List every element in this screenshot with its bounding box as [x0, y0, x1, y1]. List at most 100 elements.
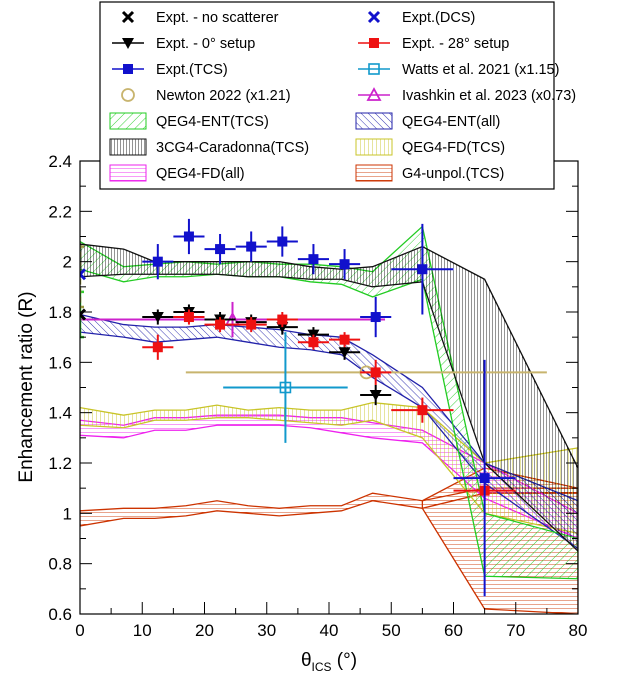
series-dcs	[80, 245, 87, 309]
marker-x-stroke	[80, 308, 87, 317]
legend-swatch	[109, 138, 147, 156]
x-axis-title: θICS (°)	[301, 650, 357, 674]
series-watts	[223, 332, 348, 443]
legend: Expt. - no scatterer Expt.(DCS) Expt. - 0°…	[99, 1, 576, 190]
marker-triangle	[151, 312, 164, 324]
marker-square	[277, 314, 288, 325]
x-tick-label: 10	[133, 621, 152, 640]
marker-triangle	[369, 390, 382, 402]
legend-label: QEG4-FD(TCS)	[402, 140, 505, 156]
marker-x-stroke	[80, 312, 87, 321]
legend-entry-g4_unpol: G4-unpol.(TCS)	[355, 164, 504, 182]
marker-square	[308, 337, 319, 348]
legend-entry-qeg_fd_all: QEG4-FD(all)	[109, 164, 245, 182]
marker-triangle	[122, 38, 134, 49]
legend-entry-tcs: Expt.(TCS)	[112, 62, 228, 78]
marker-square	[123, 64, 133, 74]
legend-entry-e28: Expt. - 28° setup	[358, 36, 509, 52]
marker-square	[246, 241, 257, 252]
marker-x-stroke	[367, 10, 381, 24]
marker-triangle	[276, 322, 289, 334]
legend-swatch	[109, 164, 147, 182]
marker-square	[369, 38, 379, 48]
legend-label: Expt. - no scatterer	[156, 10, 279, 26]
legend-entry-watts: Watts et al. 2021 (x1.15)	[358, 62, 559, 78]
legend-swatch	[355, 138, 393, 156]
marker-square	[277, 236, 288, 247]
legend-entry-qeg_ent_tcs: QEG4-ENT(TCS)	[109, 112, 269, 130]
x-tick-label: 30	[257, 621, 276, 640]
marker-square	[183, 231, 194, 242]
y-tick-label: 1.6	[48, 353, 72, 372]
legend-label: Watts et al. 2021 (x1.15)	[402, 62, 559, 78]
marker-square	[215, 319, 226, 330]
band-3cg4-caradonna-tcs-	[80, 243, 578, 552]
marker-triangle	[338, 347, 351, 359]
marker-open-circle	[121, 88, 135, 102]
y-tick-label: 1.8	[48, 303, 72, 322]
marker-square	[246, 319, 257, 330]
legend-label: Ivashkin et al. 2023 (x0.73)	[402, 88, 576, 104]
legend-entry-newton: Newton 2022 (x1.21)	[121, 88, 291, 104]
y-tick-label: 2	[63, 253, 72, 272]
legend-entry-caradonna: 3CG4-Caradonna(TCS)	[109, 138, 309, 156]
marker-square	[308, 254, 319, 265]
marker-x-stroke	[80, 268, 87, 277]
marker-square	[339, 259, 350, 270]
legend-entry-no_scat: Expt. - no scatterer	[121, 10, 279, 26]
x-axis-title-unit: (°)	[332, 650, 358, 671]
marker-square	[215, 244, 226, 255]
legend-entry-qeg_ent_all: QEG4-ENT(all)	[355, 112, 500, 130]
marker-square	[152, 256, 163, 267]
marker-x-stroke	[121, 10, 135, 24]
marker-open-square	[279, 381, 292, 394]
legend-swatch	[355, 112, 393, 130]
marker-square	[479, 473, 490, 484]
legend-label: QEG4-ENT(all)	[402, 114, 500, 130]
y-axis-title: Enhancement ratio (R)	[16, 291, 37, 482]
x-tick-label: 60	[444, 621, 463, 640]
x-tick-label: 20	[195, 621, 214, 640]
legend-label: Newton 2022 (x1.21)	[156, 88, 291, 104]
axis-ticks: 0 10 20 30 40 50 60 70 80 0.6 0.8 1 1.2 1.4 1.6 1.8 2 2.2…	[48, 152, 587, 640]
legend-swatch	[355, 164, 393, 182]
marker-square	[417, 264, 428, 275]
marker-square	[183, 312, 194, 323]
y-tick-label: 0.6	[48, 605, 72, 624]
y-tick-label: 0.8	[48, 555, 72, 574]
x-tick-label: 40	[320, 621, 339, 640]
marker-square	[370, 367, 381, 378]
x-tick-label: 70	[506, 621, 525, 640]
x-axis-title-sub: ICS	[312, 660, 332, 674]
legend-label: QEG4-ENT(TCS)	[156, 114, 269, 130]
legend-entry-zero: Expt. - 0° setup	[112, 36, 255, 52]
y-tick-label: 1.2	[48, 454, 72, 473]
x-tick-label: 50	[382, 621, 401, 640]
y-tick-label: 2.4	[48, 152, 72, 171]
legend-label: 3CG4-Caradonna(TCS)	[156, 140, 309, 156]
legend-entry-ivashkin: Ivashkin et al. 2023 (x0.73)	[358, 87, 576, 104]
marker-open-square	[368, 63, 380, 75]
legend-swatch	[109, 112, 147, 130]
legend-label: QEG4-FD(all)	[156, 166, 245, 182]
legend-label: Expt.(TCS)	[156, 62, 228, 78]
legend-label: Expt. - 0° setup	[156, 36, 255, 52]
legend-frame	[99, 1, 555, 190]
data-points	[80, 218, 547, 597]
legend-entry-qeg_fd_tcs: QEG4-FD(TCS)	[355, 138, 505, 156]
marker-square	[152, 342, 163, 353]
legend-label: G4-unpol.(TCS)	[402, 166, 504, 182]
y-tick-label: 2.2	[48, 202, 72, 221]
model-bands	[80, 225, 578, 614]
legend-entry-dcs: Expt.(DCS)	[367, 10, 475, 26]
x-tick-label: 80	[569, 621, 588, 640]
marker-square	[370, 312, 381, 323]
y-tick-label: 1	[63, 504, 72, 523]
series-tcs	[142, 218, 516, 597]
legend-label: Expt.(DCS)	[402, 10, 475, 26]
y-tick-label: 1.4	[48, 404, 72, 423]
series-e28	[142, 309, 516, 501]
x-axis-title-main: θ	[301, 650, 312, 671]
marker-square	[417, 405, 428, 416]
